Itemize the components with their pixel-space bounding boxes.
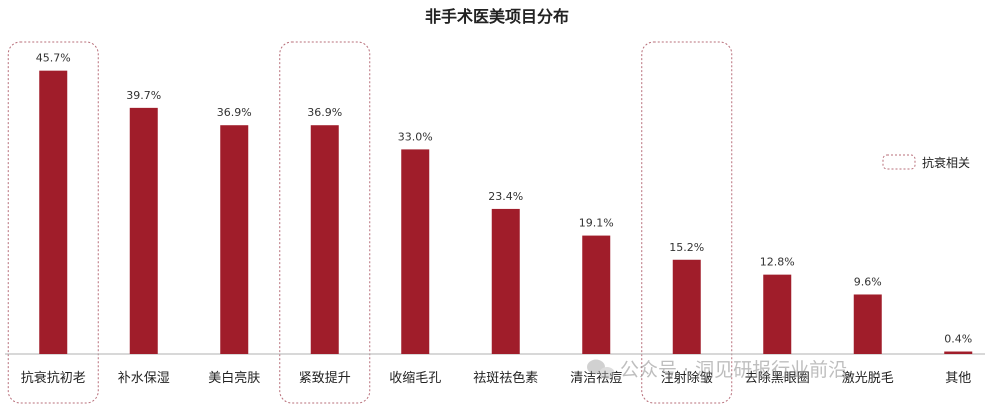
bars-group xyxy=(39,70,973,354)
category-label: 注射除皱 xyxy=(661,370,713,386)
category-label: 其他 xyxy=(945,371,971,386)
watermark-text: 公众号 · 洞见研报行业前沿 xyxy=(620,359,847,381)
highlight-box xyxy=(641,41,733,404)
value-label: 39.7% xyxy=(126,89,161,102)
value-labels-group: 45.7% 39.7% 36.9% 36.9% 33.0% 23.4% 19.1% 15.2%… xyxy=(36,52,972,346)
value-label: 45.7% xyxy=(36,52,71,65)
bar xyxy=(672,259,701,354)
wechat-icon xyxy=(587,359,615,379)
category-label: 紧致提升 xyxy=(299,370,351,386)
category-label: 收缩毛孔 xyxy=(389,370,441,386)
bar xyxy=(220,125,249,354)
category-label: 补水保湿 xyxy=(118,371,170,386)
value-label: 33.0% xyxy=(398,130,433,143)
category-label: 去除黑眼圈 xyxy=(745,371,810,386)
value-label: 36.9% xyxy=(217,106,252,119)
category-label: 美白亮肤 xyxy=(208,370,260,386)
legend-label: 抗衰相关 xyxy=(922,155,970,170)
category-label: 祛斑祛色素 xyxy=(473,370,538,386)
bar xyxy=(491,208,520,354)
bar xyxy=(582,235,611,354)
value-label: 12.8% xyxy=(760,256,795,269)
bar xyxy=(944,351,973,354)
chart-title: 非手术医美项目分布 xyxy=(425,7,569,26)
legend-swatch xyxy=(882,154,916,170)
bar xyxy=(310,125,339,354)
highlight-box xyxy=(279,41,371,404)
bar xyxy=(129,107,158,354)
bar xyxy=(401,149,430,354)
bar xyxy=(853,294,882,354)
category-label: 清洁祛痘 xyxy=(570,370,622,386)
value-label: 19.1% xyxy=(579,217,614,230)
value-label: 23.4% xyxy=(488,190,523,203)
value-label: 0.4% xyxy=(944,333,972,346)
category-labels-group: 抗衰抗初老 补水保湿 美白亮肤 紧致提升 收缩毛孔 祛斑祛色素 清洁祛痘 注射除皱 去除黑眼圈 激… xyxy=(21,370,972,386)
highlight-box xyxy=(7,41,99,404)
highlight-group xyxy=(7,41,733,404)
bar xyxy=(39,70,68,354)
value-label: 36.9% xyxy=(307,106,342,119)
watermark: 公众号 · 洞见研报行业前沿 xyxy=(587,359,847,381)
value-label: 9.6% xyxy=(854,275,882,288)
value-label: 15.2% xyxy=(669,241,704,254)
category-label: 抗衰抗初老 xyxy=(21,370,86,386)
category-label: 激光脱毛 xyxy=(842,371,894,386)
legend: 抗衰相关 xyxy=(882,154,970,170)
bar xyxy=(763,274,792,354)
